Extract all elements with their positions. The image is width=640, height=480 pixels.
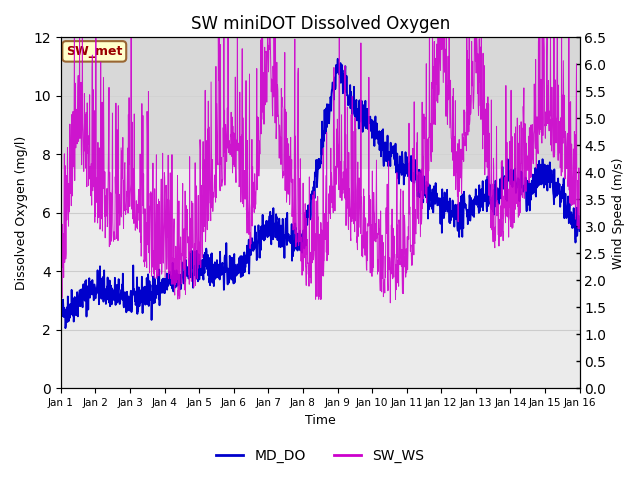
- X-axis label: Time: Time: [305, 414, 335, 427]
- Text: SW_met: SW_met: [66, 45, 122, 58]
- Title: SW miniDOT Dissolved Oxygen: SW miniDOT Dissolved Oxygen: [191, 15, 450, 33]
- Y-axis label: Dissolved Oxygen (mg/l): Dissolved Oxygen (mg/l): [15, 136, 28, 290]
- Legend: MD_DO, SW_WS: MD_DO, SW_WS: [210, 443, 430, 468]
- Bar: [61, 37, 580, 169]
- Y-axis label: Wind Speed (m/s): Wind Speed (m/s): [612, 157, 625, 269]
